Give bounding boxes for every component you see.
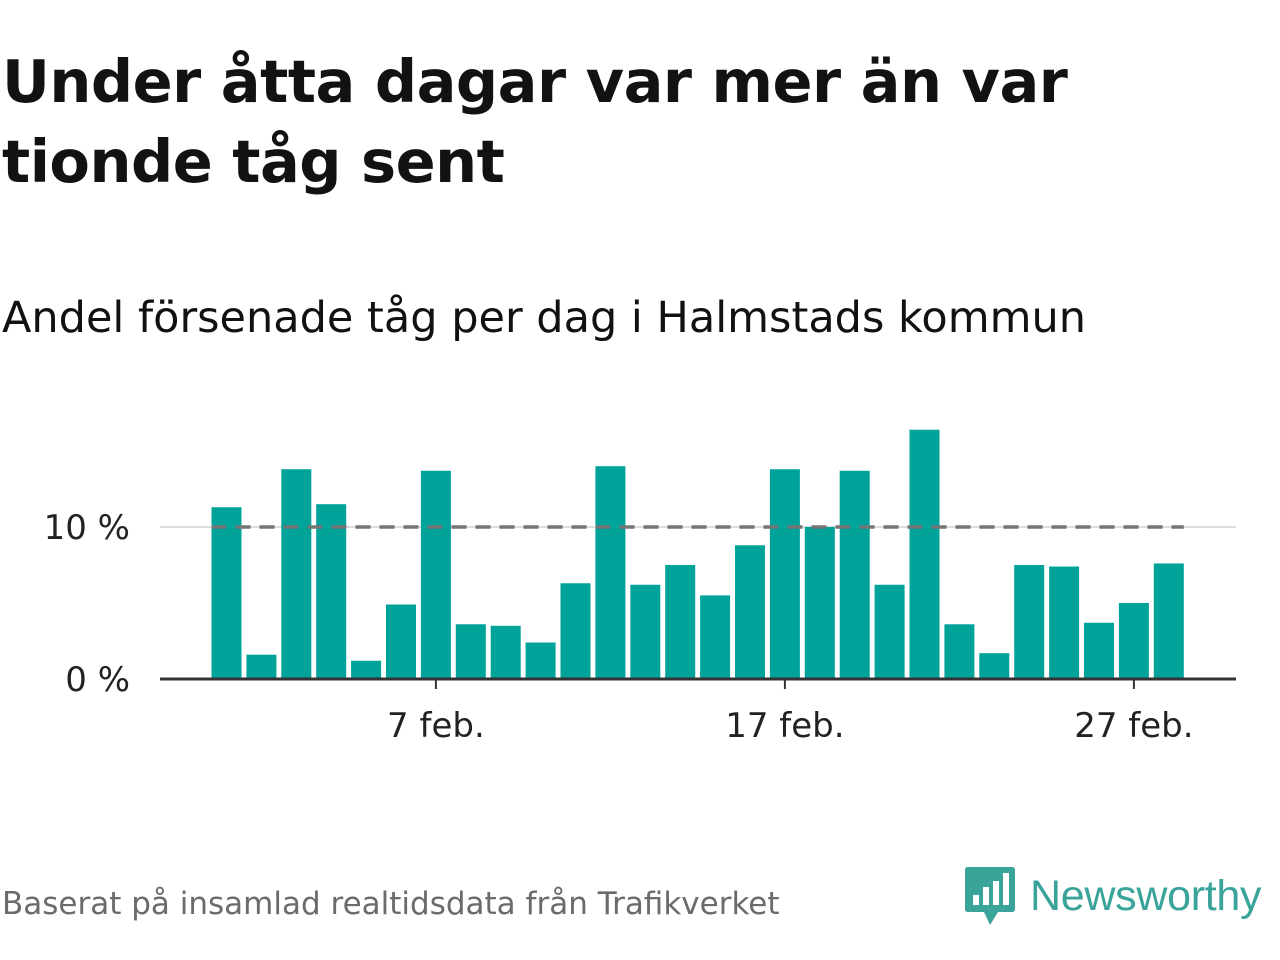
bar <box>979 653 1010 679</box>
bar <box>665 565 696 679</box>
bar <box>1084 622 1114 679</box>
bar <box>700 595 731 679</box>
bar-chart: 7 feb. 17 feb. 27 feb. 0 % 10 % <box>44 429 1236 746</box>
x-tick-label: 17 feb. <box>725 706 844 746</box>
chart-title: Under åtta dagar var mer än var tionde t… <box>2 47 1068 196</box>
bar <box>595 466 626 679</box>
source-note: Baserat på insamlad realtidsdata från Tr… <box>2 886 780 922</box>
bar <box>281 469 312 679</box>
bar <box>804 527 835 679</box>
x-axis: 7 feb. 17 feb. 27 feb. <box>160 677 1236 746</box>
y-tick-label: 10 % <box>44 508 130 548</box>
bar <box>246 654 277 679</box>
bar <box>909 429 940 679</box>
bar <box>769 469 800 679</box>
bar <box>351 660 382 679</box>
brand-logo: Newsworthy <box>964 864 1261 928</box>
bar <box>944 624 975 679</box>
x-tick-label: 27 feb. <box>1074 706 1193 746</box>
y-tick-label: 0 % <box>65 660 130 700</box>
bar <box>1118 603 1149 679</box>
y-axis-labels: 0 % 10 % <box>44 508 130 700</box>
brand-name: Newsworthy <box>1030 871 1262 920</box>
bar <box>1153 563 1184 679</box>
bar <box>630 584 661 679</box>
bar <box>839 470 870 679</box>
chart-subtitle: Andel försenade tåg per dag i Halmstads … <box>2 293 1086 343</box>
bar <box>386 604 416 679</box>
bar <box>525 642 556 679</box>
bar <box>316 504 347 679</box>
bar <box>211 507 242 679</box>
bar <box>874 584 905 679</box>
bar <box>1049 566 1080 679</box>
bar <box>455 624 486 679</box>
bar <box>560 583 591 679</box>
bars <box>211 429 1184 679</box>
newsworthy-bar-chart-icon <box>965 867 1015 925</box>
bar <box>735 545 765 679</box>
x-tick-label: 7 feb. <box>387 706 485 746</box>
bar <box>490 625 521 679</box>
bar <box>420 470 451 679</box>
bar <box>1014 565 1045 679</box>
